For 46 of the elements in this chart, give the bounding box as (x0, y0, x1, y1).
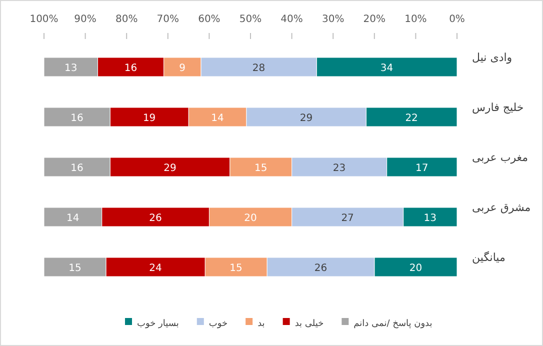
legend-label: بد (258, 319, 265, 329)
x-tick-label: 100% (30, 14, 58, 25)
data-label: 16 (70, 113, 84, 124)
x-tick-label: 50% (239, 14, 262, 25)
data-label: 20 (244, 213, 257, 224)
data-label: 13 (64, 63, 78, 74)
x-tick-label: 60% (198, 14, 220, 25)
data-label: 16 (124, 63, 138, 74)
x-tick-label: 70% (156, 14, 180, 25)
legend-label: خیلی بد (294, 319, 324, 329)
y-tick-label: مغرب عربی (472, 151, 528, 164)
data-label: 28 (252, 63, 266, 74)
data-label: 24 (149, 263, 162, 274)
x-tick-label: 90% (74, 14, 96, 25)
data-label: 34 (380, 63, 394, 74)
data-label: 29 (164, 163, 176, 174)
data-label: 13 (424, 213, 437, 224)
data-label: 15 (254, 163, 268, 174)
x-tick-label: 0% (449, 14, 465, 25)
data-label: 15 (68, 263, 82, 274)
legend-label: بدون پاسخ /نمی دانم (354, 319, 432, 329)
legend-label: خوب (208, 319, 228, 329)
data-label: 19 (142, 113, 156, 124)
data-label: 20 (409, 263, 422, 274)
data-label: 16 (70, 163, 84, 174)
data-label: 14 (211, 113, 224, 124)
x-tick-label: 10% (404, 14, 427, 25)
y-tick-label: وادی نیل (472, 51, 512, 64)
x-tick-label: 20% (363, 14, 386, 25)
legend-label: بسیار خوب (137, 319, 179, 329)
y-tick-label: مشرق عربی (472, 201, 531, 214)
y-tick-label: میانگین (472, 251, 506, 264)
x-tick-label: 80% (115, 14, 138, 25)
data-label: 9 (179, 63, 186, 74)
x-tick-label: 30% (322, 14, 344, 25)
y-tick-label: خلیج فارس (472, 101, 524, 114)
x-tick-label: 40% (280, 14, 303, 25)
data-label: 23 (332, 163, 346, 174)
data-label: 27 (341, 213, 354, 224)
data-label: 26 (149, 213, 162, 224)
data-label: 17 (416, 163, 428, 174)
data-label: 15 (230, 263, 242, 274)
data-label: 22 (405, 113, 418, 124)
data-label: 26 (314, 263, 328, 274)
data-label: 14 (66, 213, 80, 224)
data-label: 29 (300, 113, 313, 124)
